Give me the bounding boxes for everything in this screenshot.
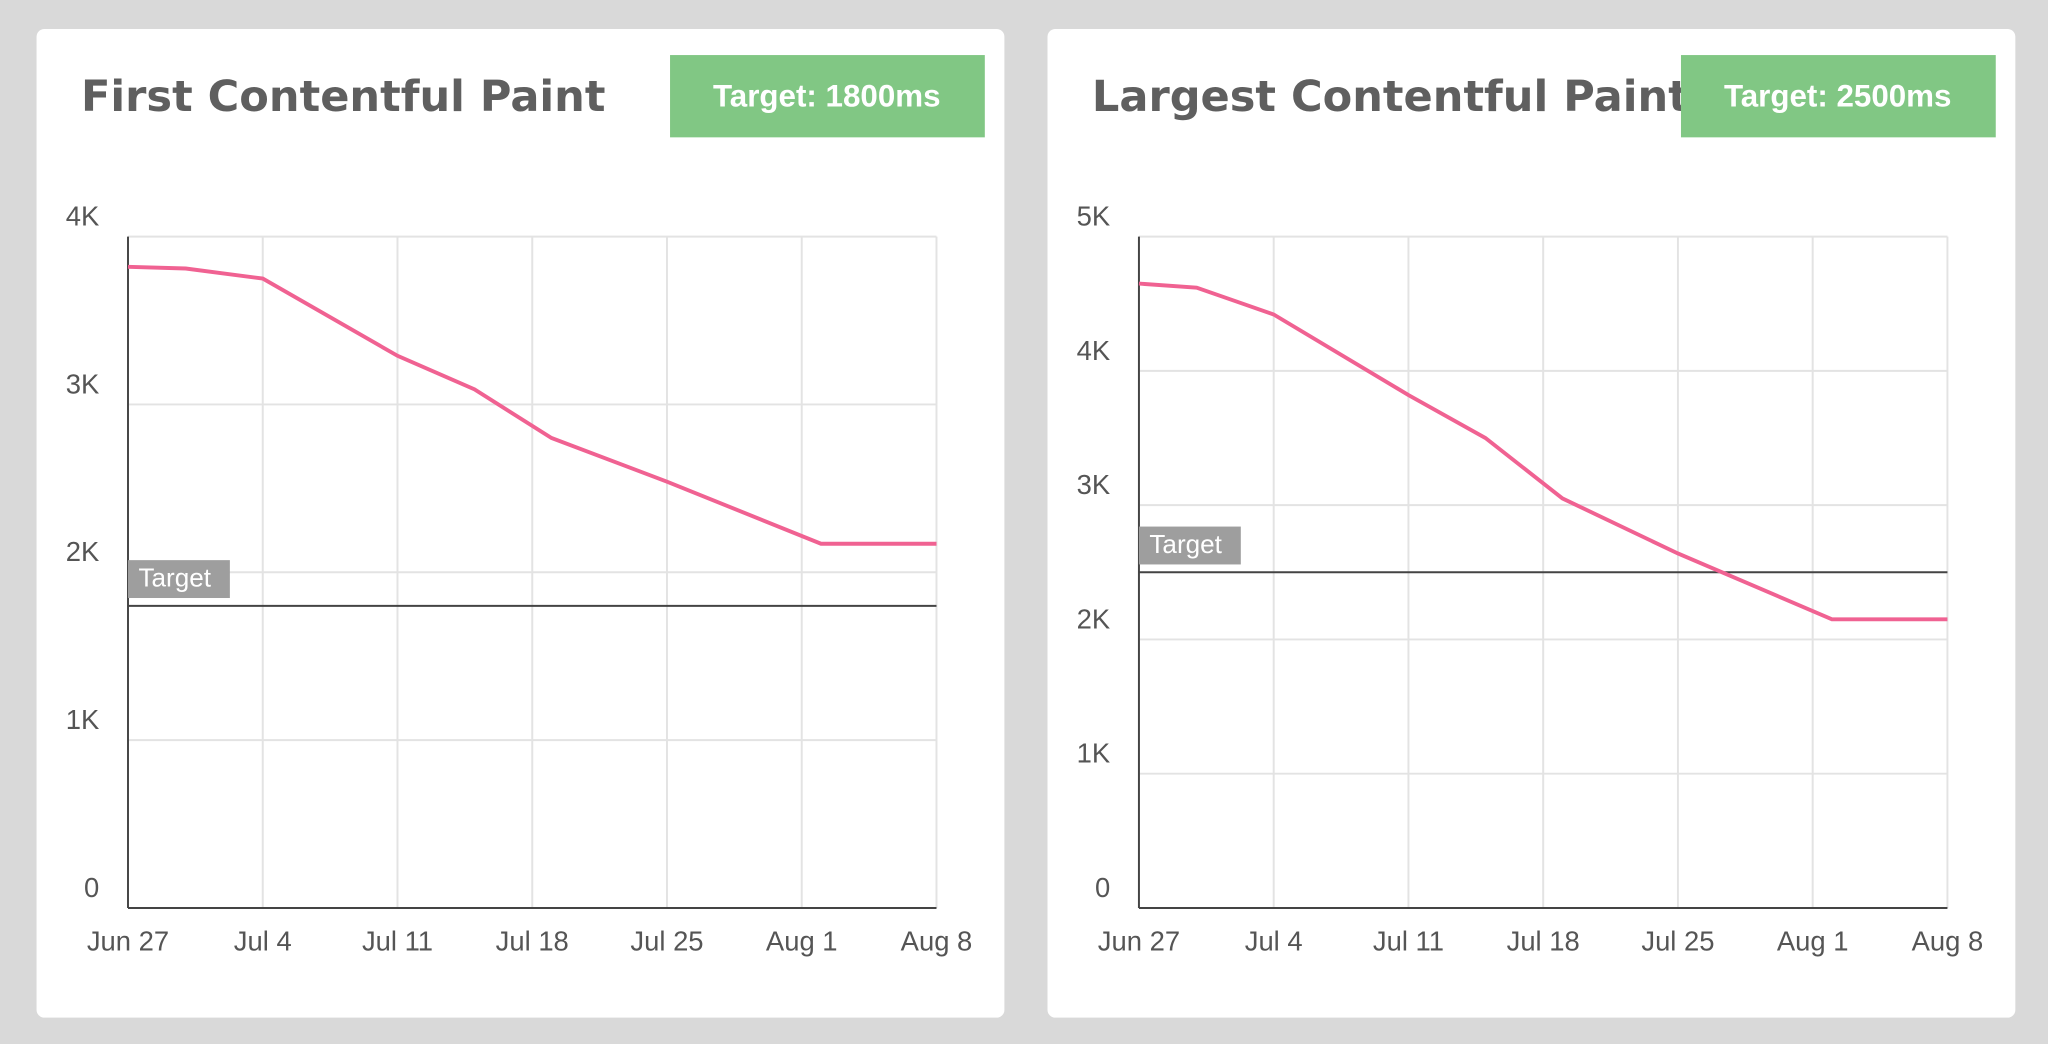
x-tick-label: Jul 25 <box>630 925 703 956</box>
y-tick-label: 3K <box>66 368 100 399</box>
target-label-bg <box>128 560 230 599</box>
chart-title: First Contentful Paint <box>81 72 606 122</box>
y-tick-label: 1K <box>66 704 100 735</box>
chart: Largest Contentful Paint Target: 2500ms 0 1… <box>1077 55 1996 956</box>
card <box>36 28 1005 1018</box>
x-tick-label: Jul 4 <box>1245 925 1303 956</box>
x-tick-label: Jul 11 <box>362 925 433 956</box>
x-tick-label: Jun 27 <box>1098 925 1180 956</box>
y-tick-label: 2K <box>1077 603 1111 634</box>
y-tick-label: 0 <box>1095 872 1110 903</box>
data-line <box>127 264 937 546</box>
x-tick-label: Jul 18 <box>1507 925 1580 956</box>
x-tick-label: Jul 4 <box>234 925 292 956</box>
target-label: Target <box>138 563 211 593</box>
x-tick-label: Jul 25 <box>1641 925 1714 956</box>
target-badge <box>670 55 985 138</box>
y-tick-label: 0 <box>84 872 99 903</box>
chart-title: Largest Contentful Paint <box>1092 72 1689 122</box>
y-tick-label: 5K <box>1077 201 1111 232</box>
x-tick-label: Jun 27 <box>87 925 169 956</box>
x-tick-label: Aug 8 <box>901 925 973 956</box>
target-label-bg <box>1138 526 1241 565</box>
x-tick-label: Jul 11 <box>1373 925 1444 956</box>
target-badge <box>1680 55 1996 138</box>
target-label: Target <box>1149 529 1222 559</box>
target-badge-text: Target: 2500ms <box>1724 78 1952 113</box>
card <box>1047 28 2016 1018</box>
y-tick-label: 1K <box>1077 738 1111 769</box>
data-line <box>1138 281 1948 622</box>
target-badge-text: Target: 1800ms <box>713 78 941 113</box>
x-tick-label: Aug 8 <box>1912 925 1984 956</box>
x-tick-label: Aug 1 <box>1777 925 1849 956</box>
chart: First Contentful Paint Target: 1800ms 0 1K 2… <box>66 55 985 956</box>
x-tick-label: Jul 18 <box>496 925 569 956</box>
y-tick-label: 3K <box>1077 469 1111 500</box>
y-tick-label: 4K <box>66 201 100 232</box>
y-tick-label: 4K <box>1077 335 1111 366</box>
y-tick-label: 2K <box>66 536 100 567</box>
x-tick-label: Aug 1 <box>766 925 838 956</box>
